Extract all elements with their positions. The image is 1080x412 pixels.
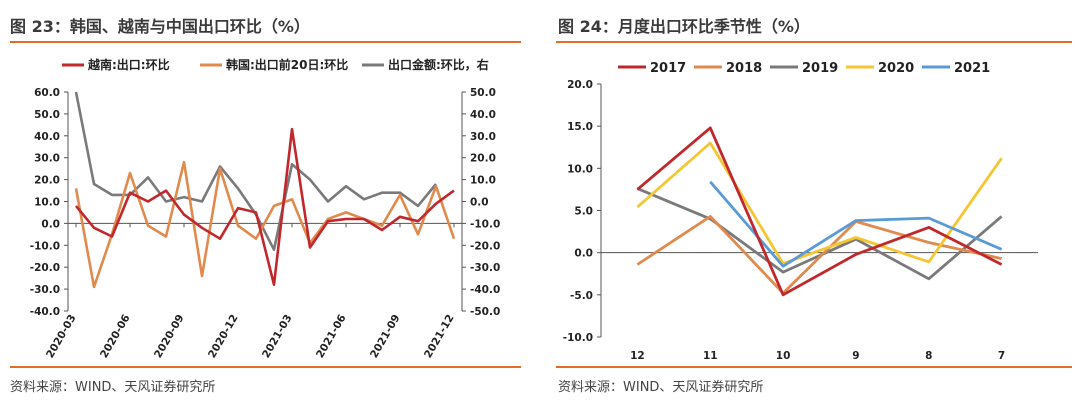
- legend-label-series-2: 出口金额:环比，右: [388, 57, 489, 72]
- y-right-tick-label: -50.0: [470, 306, 500, 318]
- y-left-tick-label: 10.0: [34, 197, 60, 209]
- y-tick-label: -10.0: [563, 332, 593, 344]
- y-left-tick-label: 50.0: [34, 109, 60, 121]
- legend-label-series-0: 2017: [650, 61, 686, 76]
- y-tick-label: 20.0: [567, 79, 593, 91]
- y-tick-label: -5.0: [570, 290, 593, 302]
- legend-label-series-4: 2021: [954, 61, 990, 76]
- line-series-3: [636, 141, 1003, 265]
- y-right-tick-label: -20.0: [470, 240, 500, 252]
- x-tick-label: 7: [998, 350, 1005, 362]
- legend-label-series-3: 2020: [878, 61, 914, 76]
- y-tick-label: 10.0: [567, 163, 593, 175]
- legend-label-series-1: 2018: [726, 61, 762, 76]
- y-right-tick-label: -10.0: [470, 218, 500, 230]
- x-tick-label: 9: [852, 350, 859, 362]
- y-left-tick-label: 40.0: [34, 131, 60, 143]
- x-tick-label: 2020-09: [152, 313, 186, 361]
- left-source-note: 资料来源：WIND、天风证券研究所: [10, 380, 216, 395]
- x-tick-label: 2021-12: [422, 313, 456, 361]
- y-left-tick-label: 20.0: [34, 175, 60, 187]
- y-left-tick-label: -40.0: [30, 306, 60, 318]
- left-line-chart: 越南:出口:环比 韩国:出口前20日:环比 出口金额:环比，右 60.0 50.0 40.…: [30, 57, 501, 361]
- y-right-tick-label: -40.0: [470, 284, 500, 296]
- y-right-tick-label: -30.0: [470, 262, 500, 274]
- y-right-tick-label: 40.0: [470, 109, 496, 121]
- y-right-tick-label: 20.0: [470, 153, 496, 165]
- x-tick-label: 10: [776, 350, 791, 362]
- y-left-tick-label: -20.0: [30, 262, 60, 274]
- y-tick-label: 5.0: [574, 206, 593, 218]
- right-chart-panel: 图 24：月度出口环比季节性（%） 2017 2018 2019 2020 2021 20…: [548, 0, 1080, 412]
- x-tick-label: 11: [703, 350, 718, 362]
- left-chart-title: 图 23：韩国、越南与中国出口环比（%）: [10, 17, 310, 36]
- y-right-tick-label: 10.0: [470, 175, 496, 187]
- right-source-note: 资料来源：WIND、天风证券研究所: [558, 380, 764, 395]
- y-right-tick-label: 50.0: [470, 87, 496, 99]
- legend-label-series-1: 韩国:出口前20日:环比: [226, 57, 348, 72]
- y-tick-label: 0.0: [574, 248, 593, 260]
- x-tick-label: 2020-12: [206, 313, 240, 361]
- line-series-1: [74, 160, 456, 289]
- legend-label-series-2: 2019: [802, 61, 838, 76]
- y-left-tick-label: 30.0: [34, 153, 60, 165]
- x-tick-label: 2021-03: [260, 313, 294, 361]
- x-tick-label: 8: [925, 350, 932, 362]
- x-tick-label: 2021-09: [368, 313, 402, 361]
- left-title-rule: [10, 41, 521, 43]
- x-tick-label: 2020-03: [44, 313, 78, 361]
- y-tick-label: 15.0: [567, 121, 593, 133]
- right-title-rule: [556, 41, 1072, 43]
- x-tick-label: 12: [630, 350, 645, 362]
- right-chart-title: 图 24：月度出口环比季节性（%）: [558, 17, 810, 36]
- line-series-0: [74, 127, 455, 286]
- legend-label-series-0: 越南:出口:环比: [87, 57, 170, 72]
- y-right-tick-label: 30.0: [470, 131, 496, 143]
- y-left-tick-label: -10.0: [30, 240, 60, 252]
- y-left-tick-label: 60.0: [34, 87, 60, 99]
- right-line-chart: 2017 2018 2019 2020 2021 20.0 15.0 10.0 5.0 0.0 -5…: [563, 61, 1038, 362]
- y-right-tick-label: 0.0: [470, 197, 489, 209]
- y-left-tick-label: -30.0: [30, 284, 60, 296]
- left-chart-panel: 图 23：韩国、越南与中国出口环比（%） 越南:出口:环比 韩国:出口前20日:环…: [0, 0, 525, 412]
- left-source-rule: [10, 366, 521, 368]
- x-tick-label: 2020-06: [98, 313, 132, 361]
- line-series-0: [636, 126, 1003, 297]
- y-left-tick-label: 0.0: [41, 218, 60, 230]
- x-tick-label: 2021-06: [314, 313, 348, 361]
- right-source-rule: [556, 366, 1072, 368]
